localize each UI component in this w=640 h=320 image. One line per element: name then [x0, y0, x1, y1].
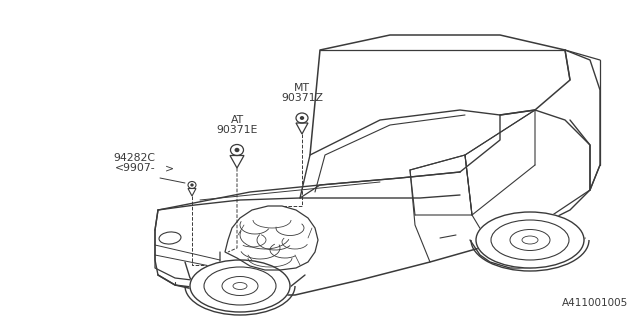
Text: MT: MT: [294, 83, 310, 93]
Text: AT: AT: [230, 115, 244, 125]
Text: 94282C: 94282C: [113, 153, 155, 163]
Text: A411001005: A411001005: [562, 298, 628, 308]
Text: <9907-: <9907-: [115, 163, 155, 173]
Ellipse shape: [188, 181, 196, 188]
Text: 90371E: 90371E: [216, 125, 258, 135]
Ellipse shape: [236, 148, 239, 151]
Text: >: >: [165, 163, 174, 173]
Ellipse shape: [476, 212, 584, 268]
Ellipse shape: [230, 145, 243, 156]
Ellipse shape: [190, 260, 290, 312]
Text: 90371Z: 90371Z: [281, 93, 323, 103]
Ellipse shape: [296, 113, 308, 123]
Ellipse shape: [301, 117, 303, 119]
Ellipse shape: [191, 184, 193, 186]
